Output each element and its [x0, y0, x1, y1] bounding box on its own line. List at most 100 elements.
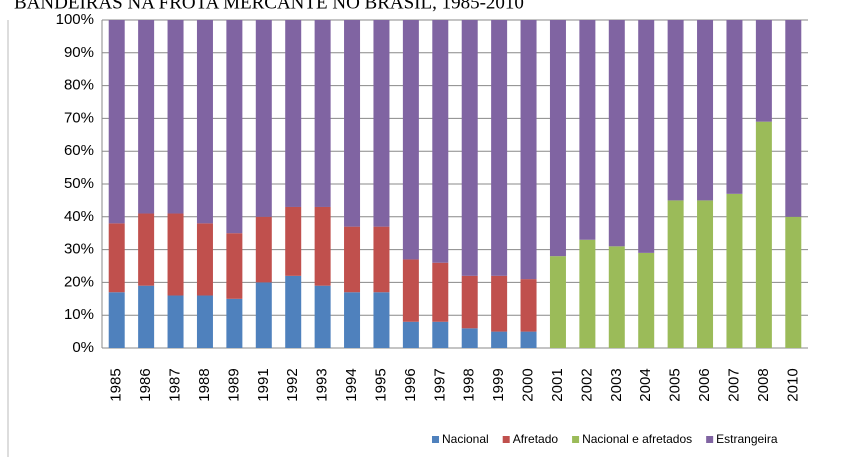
y-tick-label: 90% [64, 44, 94, 61]
bar-segment [373, 292, 390, 348]
bar-segment [108, 292, 125, 348]
x-tick-label: 1998 [461, 368, 478, 401]
x-tick-label: 2001 [549, 368, 566, 401]
bar-segment [285, 20, 302, 207]
bar-segment [167, 213, 184, 296]
bar-segment [373, 226, 390, 293]
x-tick-label: 2007 [725, 368, 742, 401]
bar-segment [755, 20, 772, 122]
bar-segment [255, 20, 272, 217]
x-tick-label: 2006 [696, 368, 713, 401]
bar-segment [579, 20, 596, 240]
bar-segment [549, 20, 566, 257]
bar-segment [108, 223, 125, 293]
legend-swatch [432, 436, 439, 443]
x-tick-label: 1999 [490, 368, 507, 401]
bar-segment [608, 20, 625, 247]
bar-segment [461, 275, 478, 329]
bar-segment [402, 259, 419, 322]
x-tick-label: 1997 [431, 368, 448, 401]
bar-segment [491, 275, 508, 332]
legend-label: Afretado [513, 432, 559, 446]
bar-segment [520, 20, 537, 280]
bar-segment [167, 20, 184, 214]
bar-segment [138, 20, 155, 214]
bar-segment [785, 216, 802, 348]
bar-segment [226, 20, 243, 234]
bar-segment [108, 20, 125, 224]
y-tick-label: 80% [64, 77, 94, 94]
y-tick-label: 10% [64, 306, 94, 323]
y-tick-label: 100% [56, 11, 94, 28]
x-tick-label: 1986 [137, 368, 154, 401]
chart-title: BANDEIRAS NA FROTA MERCANTE NO BRASIL, 1… [14, 0, 524, 13]
bar-segment [255, 216, 272, 283]
bar-segment [138, 285, 155, 348]
bar-segment [314, 285, 331, 348]
x-tick-label: 1992 [284, 368, 301, 401]
y-tick-label: 40% [64, 208, 94, 225]
bar-segment [402, 20, 419, 260]
bar-segment [138, 213, 155, 286]
y-tick-label: 50% [64, 175, 94, 192]
legend-label: Estrangeira [716, 432, 778, 446]
bar-segment [726, 193, 743, 348]
bar-segment [196, 295, 213, 348]
bar-segment [285, 206, 302, 276]
y-tick-label: 0% [72, 339, 94, 356]
x-tick-label: 1989 [225, 368, 242, 401]
bar-segment [285, 275, 302, 348]
bar-segment [402, 321, 419, 348]
bar-segment [461, 328, 478, 348]
x-tick-label: 1987 [167, 368, 184, 401]
bar-segment [697, 200, 714, 348]
x-tick-label: 1995 [372, 368, 389, 401]
bar-segment [226, 233, 243, 299]
legend-swatch [572, 436, 580, 443]
x-tick-label: 1996 [402, 368, 419, 401]
bar-segment [785, 20, 802, 217]
x-tick-label: 2005 [667, 368, 684, 401]
x-tick-label: 1985 [108, 368, 125, 401]
bar-segment [491, 331, 508, 348]
x-tick-label: 2008 [755, 368, 772, 401]
x-tick-label: 1994 [343, 368, 360, 401]
x-tick-label: 1991 [255, 368, 272, 401]
bar-segment [520, 331, 537, 348]
bar-segment [667, 20, 684, 201]
bar-segment [520, 279, 537, 332]
y-tick-label: 70% [64, 109, 94, 126]
x-tick-label: 1993 [314, 368, 331, 401]
bar-segment [697, 20, 714, 201]
legend-swatch [502, 436, 510, 443]
bar-segment [432, 262, 449, 322]
bar-segment [461, 20, 478, 276]
bar-segment [196, 20, 213, 224]
bar-segment [226, 298, 243, 348]
bar-segment [579, 239, 596, 348]
legend-label: Nacional [442, 432, 489, 446]
bar-segment [755, 121, 772, 349]
bar-segment [667, 200, 684, 348]
bar-segment [196, 223, 213, 296]
bar-segment [608, 246, 625, 348]
y-tick-label: 20% [64, 273, 94, 290]
bar-segment [432, 20, 449, 263]
legend-swatch [706, 436, 714, 443]
legend-label: Nacional e afretados [582, 432, 692, 446]
x-tick-label: 2010 [784, 368, 801, 401]
bar-segment [167, 295, 184, 348]
bar-segment [344, 20, 361, 227]
x-tick-label: 2000 [520, 368, 537, 401]
bar-segment [432, 321, 449, 348]
bar-segment [344, 226, 361, 293]
y-tick-label: 60% [64, 142, 94, 159]
bar-segment [638, 20, 655, 253]
x-tick-label: 2003 [608, 368, 625, 401]
bar-segment [638, 252, 655, 348]
y-tick-label: 30% [64, 241, 94, 258]
bar-segment [314, 206, 331, 286]
bar-segment [373, 20, 390, 227]
bar-segment [491, 20, 508, 276]
